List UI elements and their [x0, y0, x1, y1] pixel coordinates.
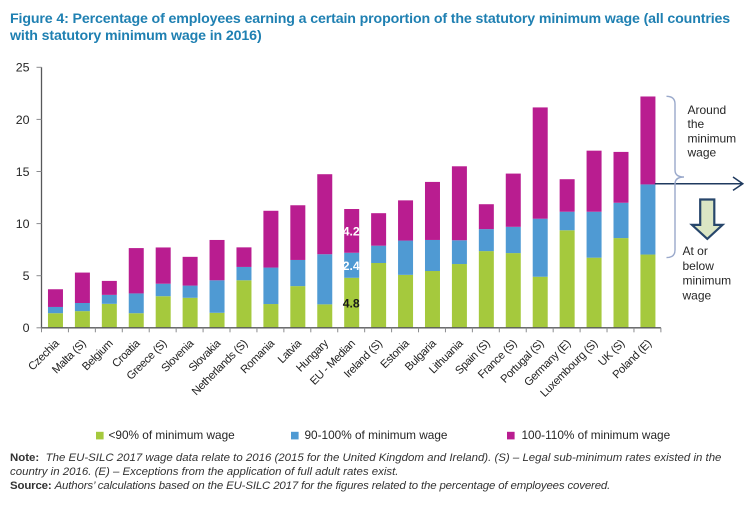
svg-text:10: 10 — [16, 217, 30, 231]
svg-text:Belgium: Belgium — [80, 338, 115, 373]
svg-text:5: 5 — [23, 269, 30, 283]
svg-text:minimum: minimum — [688, 131, 737, 145]
svg-text:20: 20 — [16, 113, 30, 127]
svg-text:100-110% of minimum wage: 100-110% of minimum wage — [522, 428, 671, 442]
svg-text:minimum: minimum — [683, 274, 732, 288]
svg-text:15: 15 — [16, 165, 30, 179]
svg-text:below: below — [683, 259, 715, 273]
svg-text:At or: At or — [683, 244, 708, 258]
svg-text:the: the — [688, 117, 705, 131]
svg-text:wage: wage — [687, 146, 717, 160]
svg-text:4.2: 4.2 — [343, 225, 360, 239]
svg-text:25: 25 — [16, 61, 30, 75]
svg-text:4.8: 4.8 — [343, 296, 360, 310]
svg-text:0: 0 — [23, 321, 30, 335]
svg-text:2.4: 2.4 — [343, 259, 360, 273]
svg-text:90-100% of minimum wage: 90-100% of minimum wage — [305, 428, 448, 442]
svg-text:Around: Around — [688, 103, 727, 117]
svg-text:<90% of minimum wage: <90% of minimum wage — [109, 428, 236, 442]
svg-text:wage: wage — [682, 288, 712, 302]
